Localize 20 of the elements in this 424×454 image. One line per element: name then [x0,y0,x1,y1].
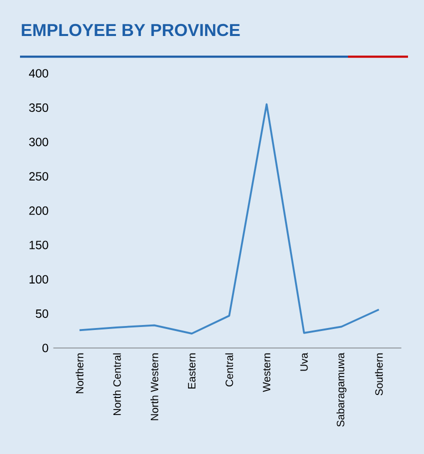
y-tick-label: 300 [29,138,48,146]
y-tick-label: 50 [36,309,48,318]
x-tick-label: Northern [76,353,84,394]
x-tick-label: North Western [150,353,158,420]
chart-title: EMPLOYEE BY PROVINCE [22,24,240,36]
y-tick-label: 400 [28,69,48,78]
x-tick-label: Central [225,353,234,386]
line-series [78,103,380,335]
x-tick-label: Southern [374,353,383,396]
y-tick-label: 100 [30,275,48,284]
x-tick-label: North Central [113,353,121,416]
x-tick-label: Eastern [188,353,196,388]
x-tick-label: Western [262,353,270,392]
y-tick-label: 0 [42,344,48,352]
y-tick-label: 200 [29,206,48,215]
x-tick-label: Sabaragamuwa [336,352,346,427]
y-tick-label: 150 [30,240,48,250]
x-tick-label: Uva [300,352,308,371]
y-tick-label: 350 [29,103,48,112]
y-tick-label: 250 [29,172,48,181]
